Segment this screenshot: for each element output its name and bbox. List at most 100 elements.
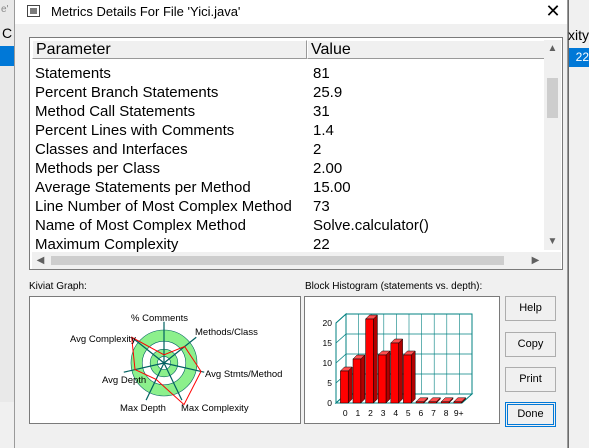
- table-body: Statements 81 Percent Branch Statements 25…: [32, 64, 544, 254]
- table-row[interactable]: Line Number of Most Complex Method 73: [32, 197, 544, 216]
- vertical-scrollbar[interactable]: ▲ ▼: [544, 40, 561, 250]
- metrics-details-dialog: Metrics Details For File 'Yici.java' ✕ P…: [14, 0, 568, 448]
- window-title: Metrics Details For File 'Yici.java': [51, 4, 241, 19]
- histogram-x-tick-label: 6: [419, 408, 424, 418]
- scroll-up-arrow-icon[interactable]: ▲: [547, 43, 558, 54]
- metrics-table: Parameter Value Statements 81 Percent Bra…: [29, 37, 563, 270]
- histogram-bar: [364, 314, 379, 404]
- kiviat-axis-label: Max Complexity: [181, 403, 249, 414]
- kiviat-plot-polygon: [131, 336, 202, 406]
- histogram-x-tick-label: 1: [356, 408, 361, 418]
- table-row[interactable]: Percent Branch Statements 25.9: [32, 83, 544, 102]
- kiviat-graph-panel: % Comments Methods/Class Avg Stmts/Metho…: [29, 296, 301, 424]
- histogram-x-tick-label: 7: [431, 408, 436, 418]
- value-cell: 1.4: [313, 122, 334, 139]
- histogram-y-tick-label: 20: [323, 318, 333, 328]
- background-text: 22: [575, 50, 589, 64]
- parameter-cell: Line Number of Most Complex Method: [35, 198, 292, 215]
- value-cell: 81: [313, 65, 330, 82]
- horizontal-scroll-thumb[interactable]: [51, 256, 504, 265]
- histogram-x-tick-label: 3: [381, 408, 386, 418]
- histogram-bar: [377, 350, 391, 404]
- help-button[interactable]: Help: [505, 296, 556, 321]
- value-cell: Solve.calculator(): [313, 217, 429, 234]
- background-selected-row: 22: [569, 48, 589, 67]
- table-row[interactable]: Methods per Class 2.00: [32, 159, 544, 178]
- kiviat-axis-line: [123, 362, 165, 373]
- close-button[interactable]: ✕: [541, 0, 565, 24]
- histogram-bar: [415, 397, 429, 404]
- column-header-value[interactable]: Value: [307, 40, 545, 59]
- close-icon: ✕: [545, 1, 561, 21]
- kiviat-graph-label: Kiviat Graph:: [29, 281, 87, 292]
- table-row[interactable]: Maximum Complexity 22: [32, 235, 544, 254]
- kiviat-axis-line: [163, 362, 205, 373]
- histogram-x-tick-label: 8: [444, 408, 449, 418]
- scrollbar-corner: [544, 252, 561, 269]
- kiviat-axis-label: Methods/Class: [195, 327, 258, 338]
- parameter-cell: Method Call Statements: [35, 103, 196, 120]
- kiviat-axis-line: [163, 336, 197, 364]
- background-text: C: [2, 25, 13, 41]
- background-window-left: e' C: [0, 0, 14, 448]
- value-cell: 15.00: [313, 179, 351, 196]
- histogram-x-tick-label: 9+: [454, 408, 464, 418]
- value-cell: 31: [313, 103, 330, 120]
- background-window-right: xity 22: [568, 0, 589, 448]
- kiviat-graph: % Comments Methods/Class Avg Stmts/Metho…: [70, 313, 282, 414]
- histogram-gridline: [335, 353, 347, 364]
- kiviat-axis-label: Avg Depth: [102, 375, 146, 386]
- parameter-cell: Name of Most Complex Method: [35, 217, 246, 234]
- print-button[interactable]: Print: [505, 367, 556, 392]
- horizontal-scrollbar[interactable]: ◀ ▶: [32, 252, 544, 269]
- kiviat-axis-label: Avg Complexity: [70, 334, 136, 345]
- scroll-down-arrow-icon[interactable]: ▼: [547, 236, 558, 247]
- parameter-cell: Classes and Interfaces: [35, 141, 188, 158]
- histogram-gridline: [335, 333, 347, 344]
- vertical-scroll-thumb[interactable]: [547, 78, 558, 118]
- histogram-y-tick-label: 15: [323, 338, 333, 348]
- title-bar[interactable]: Metrics Details For File 'Yici.java' ✕: [15, 0, 567, 24]
- background-text: e': [1, 4, 9, 15]
- copy-button[interactable]: Copy: [505, 332, 556, 357]
- table-row[interactable]: Method Call Statements 31: [32, 102, 544, 121]
- histogram-y-tick-label: 0: [327, 398, 332, 408]
- block-histogram-panel: 0 5 10 15 20 0 1 2 3 4 5 6 7 8 9+: [304, 296, 500, 424]
- table-row[interactable]: Statements 81: [32, 64, 544, 83]
- histogram-y-tick-label: 10: [323, 358, 333, 368]
- histogram-y-tick-label: 5: [327, 378, 332, 388]
- table-header: Parameter Value: [32, 40, 545, 60]
- histogram-bar: [427, 397, 442, 404]
- histogram-bar: [440, 397, 454, 404]
- table-row[interactable]: Average Statements per Method 15.00: [32, 178, 544, 197]
- kiviat-axis-label: Max Depth: [120, 403, 166, 414]
- parameter-cell: Percent Lines with Comments: [35, 122, 235, 139]
- value-cell: 2: [313, 141, 322, 158]
- histogram-x-tick-label: 0: [343, 408, 348, 418]
- background-selected-row: [0, 46, 14, 66]
- histogram-x-tick-label: 4: [393, 408, 398, 418]
- app-icon: [27, 5, 40, 17]
- parameter-cell: Average Statements per Method: [35, 179, 251, 196]
- histogram-bar: [390, 338, 404, 404]
- histogram-bar: [402, 350, 416, 404]
- table-row[interactable]: Percent Lines with Comments 1.4: [32, 121, 544, 140]
- done-button[interactable]: Done: [505, 402, 556, 427]
- column-header-parameter[interactable]: Parameter: [32, 40, 307, 59]
- kiviat-axis-line: [131, 336, 165, 364]
- histogram-x-tick-label: 5: [406, 408, 411, 418]
- scroll-left-arrow-icon[interactable]: ◀: [36, 255, 45, 266]
- parameter-cell: Methods per Class: [35, 160, 161, 177]
- background-text: xity: [568, 27, 589, 43]
- value-cell: 25.9: [313, 84, 343, 101]
- table-row[interactable]: Classes and Interfaces 2: [32, 140, 544, 159]
- kiviat-axis-line: [145, 362, 165, 401]
- histogram-bar: [453, 397, 467, 404]
- value-cell: 73: [313, 198, 330, 215]
- parameter-cell: Statements: [35, 65, 111, 82]
- scroll-right-arrow-icon[interactable]: ▶: [531, 255, 540, 266]
- histogram-x-tick-label: 2: [368, 408, 373, 418]
- parameter-cell: Maximum Complexity: [35, 236, 179, 253]
- table-row[interactable]: Name of Most Complex Method Solve.calcula…: [32, 216, 544, 235]
